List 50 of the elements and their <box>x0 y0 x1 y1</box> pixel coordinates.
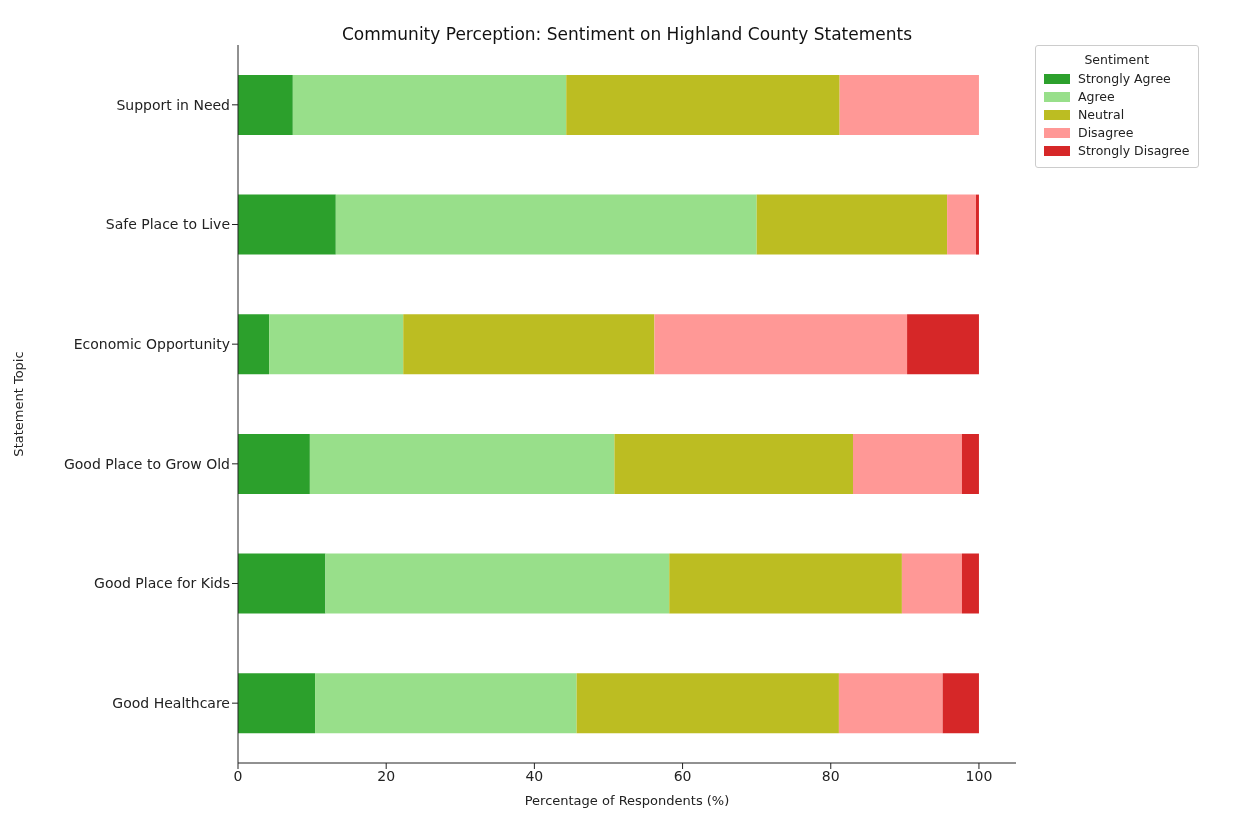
bar <box>576 673 839 734</box>
bar <box>907 314 979 375</box>
x-tick-label: 0 <box>233 767 243 784</box>
y-tick-label: Good Place to Grow Old <box>63 455 230 472</box>
bar <box>238 74 293 135</box>
bar <box>335 194 757 255</box>
y-tick-label: Safe Place to Live <box>105 216 230 233</box>
bar <box>838 673 943 734</box>
y-tick-label: Economic Opportunity <box>73 336 230 353</box>
bar <box>238 433 310 494</box>
bar <box>654 314 908 375</box>
bar <box>756 194 948 255</box>
legend-label: Strongly Agree <box>1078 71 1171 86</box>
bar <box>975 194 979 255</box>
bar <box>325 553 670 614</box>
bar <box>961 553 979 614</box>
y-axis-title: Statement Topic <box>10 351 26 457</box>
bar <box>852 433 962 494</box>
x-tick-label: 60 <box>673 767 692 784</box>
legend-title: Sentiment <box>1083 52 1151 67</box>
legend-label: Neutral <box>1078 107 1125 122</box>
bar <box>901 553 962 614</box>
y-tick-label: Support in Need <box>116 96 230 113</box>
chart-title: Community Perception: Sentiment on Highland County Statements <box>340 24 914 44</box>
x-tick-label: 20 <box>377 767 396 784</box>
x-tick-label: 40 <box>525 767 544 784</box>
bar <box>315 673 577 734</box>
bar <box>614 433 853 494</box>
y-tick-label: Good Place for Kids <box>94 575 230 592</box>
bar <box>238 673 316 734</box>
bar <box>309 433 615 494</box>
x-tick-label: 80 <box>821 767 840 784</box>
legend-label: Agree <box>1078 89 1115 104</box>
bar <box>403 314 655 375</box>
bar <box>238 314 270 375</box>
bar <box>292 74 567 135</box>
bar <box>669 553 902 614</box>
bar <box>238 553 326 614</box>
bar <box>269 314 404 375</box>
legend-label: Disagree <box>1078 125 1134 140</box>
legend-label: Strongly Disagree <box>1078 143 1190 158</box>
y-tick-label: Good Healthcare <box>112 695 230 712</box>
bar <box>942 673 979 734</box>
bar <box>238 194 336 255</box>
bar <box>947 194 976 255</box>
bar <box>961 433 979 494</box>
x-axis-title: Percentage of Respondents (%) <box>524 793 730 808</box>
bar <box>566 74 840 135</box>
x-tick-label: 100 <box>965 767 993 784</box>
bar <box>839 74 979 135</box>
